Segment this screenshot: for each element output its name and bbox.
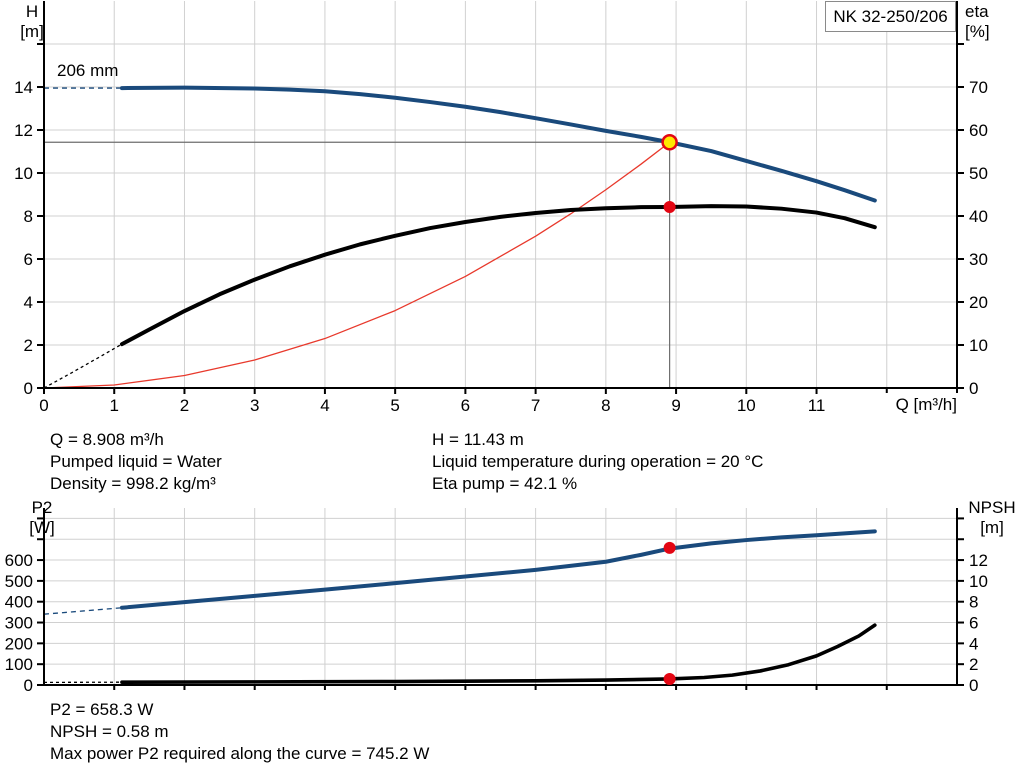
left-tick-label: 500 bbox=[5, 572, 33, 591]
npsh-axis-title: NPSH [m] bbox=[962, 498, 1022, 538]
p2-axis-title: P2 [W] bbox=[22, 498, 62, 538]
info-npsh: NPSH = 0.58 m bbox=[50, 722, 169, 741]
efficiency-curve bbox=[119, 204, 877, 347]
left-tick-label: 14 bbox=[14, 78, 33, 97]
x-tick-label: 9 bbox=[671, 396, 680, 415]
right-tick-label: 50 bbox=[969, 164, 988, 183]
right-tick-label: 8 bbox=[969, 593, 978, 612]
left-tick-label: 0 bbox=[24, 379, 33, 398]
npsh-curve bbox=[120, 623, 877, 684]
eta-axis-title-line1: eta bbox=[965, 2, 989, 21]
info-density: Density = 998.2 kg/m³ bbox=[50, 474, 216, 493]
right-tick-label: 70 bbox=[969, 78, 988, 97]
right-tick-label: 40 bbox=[969, 207, 988, 226]
efficiency-point-marker bbox=[663, 200, 676, 213]
npsh-point-marker bbox=[663, 672, 676, 685]
left-tick-label: 10 bbox=[14, 164, 33, 183]
p2-curve bbox=[119, 529, 877, 610]
left-tick-label: 200 bbox=[5, 634, 33, 653]
info-flow: Q = 8.908 m³/h bbox=[50, 430, 164, 449]
right-tick-label: 0 bbox=[969, 379, 978, 398]
power-info: P2 = 658.3 W NPSH = 0.58 m Max power P2 … bbox=[50, 699, 429, 765]
npsh-axis-title-line2: [m] bbox=[980, 518, 1004, 537]
x-tick-label: 1 bbox=[109, 396, 118, 415]
x-tick-label: 3 bbox=[250, 396, 259, 415]
right-tick-label: 12 bbox=[969, 551, 988, 570]
x-tick-label: 0 bbox=[39, 396, 48, 415]
right-tick-label: 10 bbox=[969, 572, 988, 591]
eta-axis-title-line2: [%] bbox=[965, 22, 990, 41]
left-tick-label: 4 bbox=[24, 293, 33, 312]
left-tick-label: 12 bbox=[14, 121, 33, 140]
head-curve-206mm bbox=[119, 85, 877, 203]
info-head: H = 11.43 m bbox=[432, 430, 524, 449]
info-max-power: Max power P2 required along the curve = … bbox=[50, 744, 430, 763]
x-tick-label: 10 bbox=[737, 396, 756, 415]
left-tick-label: 2 bbox=[24, 336, 33, 355]
left-tick-label: 600 bbox=[5, 551, 33, 570]
x-tick-label: 8 bbox=[601, 396, 610, 415]
left-tick-label: 6 bbox=[24, 250, 33, 269]
info-eta-pump: Eta pump = 42.1 % bbox=[432, 474, 578, 493]
right-tick-label: 20 bbox=[969, 293, 988, 312]
info-p2: P2 = 658.3 W bbox=[50, 700, 154, 719]
left-tick-label: 300 bbox=[5, 614, 33, 633]
pump-model-badge: NK 32-250/206 bbox=[825, 1, 956, 32]
eta-axis-title: eta [%] bbox=[965, 2, 990, 42]
x-tick-label: 11 bbox=[808, 396, 826, 415]
left-tick-label: 0 bbox=[24, 676, 33, 695]
operating-point-marker bbox=[661, 134, 678, 151]
efficiency-curve-dashed-extension bbox=[43, 343, 123, 389]
right-tick-label: 2 bbox=[969, 655, 978, 674]
npsh-axis-title-line1: NPSH bbox=[968, 498, 1016, 517]
p2-curve-dashed-extension bbox=[43, 607, 123, 615]
q-axis-title: Q [m³/h] bbox=[895, 395, 957, 414]
p2-point-marker bbox=[663, 541, 676, 554]
h-axis-title-line1: H bbox=[25, 2, 39, 21]
x-tick-label: 4 bbox=[320, 396, 329, 415]
system-curve bbox=[43, 141, 671, 389]
impeller-diameter-label: 206 mm bbox=[57, 61, 119, 80]
right-tick-label: 60 bbox=[969, 121, 988, 140]
p2-axis-title-line1: P2 bbox=[31, 498, 53, 517]
h-axis-title-line2: [m] bbox=[20, 22, 44, 41]
right-tick-label: 4 bbox=[969, 634, 978, 653]
left-tick-label: 100 bbox=[5, 655, 33, 674]
duty-info-right: H = 11.43 m Liquid temperature during op… bbox=[432, 429, 763, 495]
left-tick-label: 400 bbox=[5, 593, 33, 612]
x-tick-label: 6 bbox=[461, 396, 470, 415]
left-tick-label: 8 bbox=[24, 207, 33, 226]
right-tick-label: 6 bbox=[969, 614, 978, 633]
p2-axis-title-line2: [W] bbox=[29, 518, 55, 537]
info-liquid-temperature: Liquid temperature during operation = 20… bbox=[432, 452, 764, 471]
x-tick-label: 2 bbox=[180, 396, 189, 415]
x-tick-label: 7 bbox=[531, 396, 540, 415]
info-pumped-liquid: Pumped liquid = Water bbox=[50, 452, 222, 471]
duty-info-left: Q = 8.908 m³/h Pumped liquid = Water Den… bbox=[50, 429, 222, 495]
x-tick-label: 5 bbox=[390, 396, 399, 415]
right-tick-label: 0 bbox=[969, 676, 978, 695]
right-tick-label: 10 bbox=[969, 336, 988, 355]
h-axis-title: H [m] bbox=[14, 2, 50, 42]
right-tick-label: 30 bbox=[969, 250, 988, 269]
